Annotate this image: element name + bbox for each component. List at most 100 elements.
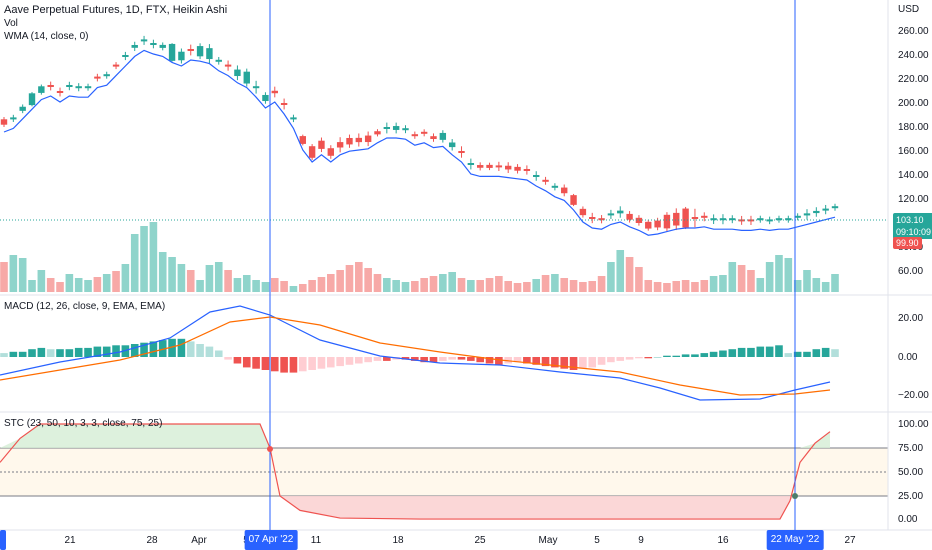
macd-histogram-bar [186,341,195,357]
macd-histogram-bar [102,346,111,357]
macd-histogram-bar [420,357,428,363]
stc-tick: 75.00 [898,443,924,454]
volume-bar [448,272,456,292]
macd-histogram-bar [476,357,484,363]
volume-bar [495,276,503,292]
candle-body [346,137,353,145]
macd-histogram-bar [625,357,634,360]
macd-histogram-bar [196,344,204,357]
macd-histogram-bar [831,349,839,357]
volume-bar [476,280,484,292]
macd-histogram-bar [214,350,223,357]
macd-histogram-bar [130,344,139,357]
candle-body [589,217,596,219]
macd-histogram-bar [93,346,102,357]
macd-histogram-bar [653,357,662,358]
candle-body [383,127,391,129]
volume-bar [532,279,541,292]
candle-body [66,85,73,87]
volume-bar [803,270,811,292]
candle-body [196,46,204,57]
volume-bar [214,262,223,292]
candle-body [131,45,138,48]
macd-histogram-bar [793,351,802,357]
volume-bar [168,257,176,292]
macd-histogram-bar [242,357,251,368]
volume-bar [681,280,690,292]
currency-label: USD [898,4,920,15]
macd-histogram-bar [700,353,709,357]
macd-histogram-bar [719,350,727,357]
macd-line [0,305,831,401]
volume-bar [821,282,830,292]
x-label: Apr [191,535,207,546]
price-tick: 120.00 [898,194,929,205]
candle-countdown: 09:10:09 [896,227,932,237]
volume-bar [504,281,513,292]
volume-bar [411,281,419,292]
candle-body [84,86,92,89]
macd-label: MACD (12, 26, close, 9, EMA, EMA) [4,301,166,312]
volume-bar [355,262,363,292]
macd-histogram-bar [401,357,410,360]
macd-histogram-bar [448,357,456,360]
candle-body [476,165,484,168]
volume-bar [560,278,569,292]
volume-bar [644,280,653,292]
volume-bar [569,280,578,292]
volume-bar [737,265,746,292]
candle-body [252,86,260,89]
macd-histogram-bar [140,342,148,357]
macd-histogram-bar [56,349,64,357]
macd-histogram-bar [485,357,494,364]
price-tick: 180.00 [898,122,929,133]
stc-tick: 25.00 [898,491,924,502]
volume-bar [607,262,615,292]
macd-histogram-bar [261,357,270,370]
volume-bar [56,282,64,292]
candle-body [47,85,54,87]
candle-body [710,218,717,221]
volume-bar [784,258,793,292]
volume-bar [9,255,18,292]
macd-histogram-bar [663,355,671,357]
macd-histogram-bar [233,357,242,364]
price-tick: 240.00 [898,50,929,61]
price-tick: 160.00 [898,146,929,157]
macd-histogram-bar [691,354,699,357]
candle-body [448,142,456,148]
x-label: 18 [392,535,404,546]
wma-value-badge: 99.90 [893,237,922,249]
stc-marker-left [267,446,273,452]
candle-body [598,218,605,221]
macd-histogram-bar [439,357,447,361]
candle-body [28,93,36,106]
macd-histogram-bar [532,357,541,365]
x-label: 9 [638,535,644,546]
volume-bar [65,274,74,292]
macd-tick: −20.00 [898,390,929,401]
volume-bar [392,280,400,292]
macd-histogram-bar [355,357,363,364]
price-tick: 200.00 [898,98,929,109]
candle-body [402,128,409,131]
volume-bar [102,274,111,292]
chart-title: Aave Perpetual Futures, 1D, FTX, Heikin … [4,4,228,16]
candle-body [486,164,493,168]
volume-bar [616,250,625,292]
candle-body [411,134,419,137]
volume-bar [635,267,643,292]
macd-histogram-bar [84,347,92,357]
volume-bar [308,280,316,292]
macd-histogram-bar [429,357,438,363]
macd-histogram-bar [495,357,503,365]
price-tick: 260.00 [898,26,929,37]
macd-histogram-bar [728,349,737,357]
volume-bar [373,274,382,292]
candle-body [682,208,689,228]
macd-histogram-bar [0,353,8,357]
macd-histogram-bar [298,357,307,372]
macd-histogram-bar [709,351,718,357]
volume-bar [149,222,158,292]
